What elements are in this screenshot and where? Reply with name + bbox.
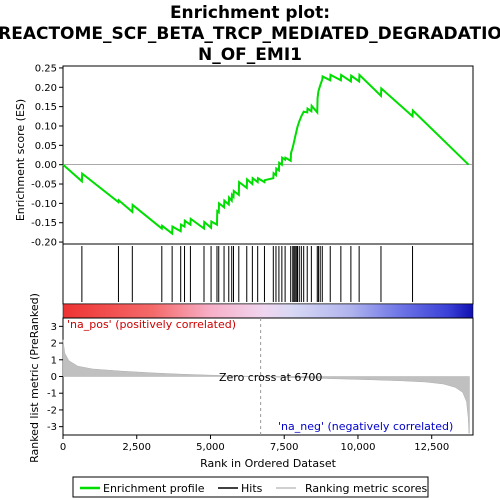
es-panel-frame <box>62 65 474 245</box>
es-y-tick-label: -0.10 <box>31 199 57 210</box>
ranking-metric-area <box>62 339 470 434</box>
x-tick-label: 5,000 <box>196 442 225 453</box>
es-y-tick-label: -0.15 <box>31 218 57 229</box>
legend-metric-label: Ranking metric scores <box>305 482 427 495</box>
es-y-tick-label: 0.00 <box>35 160 57 171</box>
hits-panel-frame <box>62 243 474 305</box>
x-tick-label: 7,500 <box>270 442 299 453</box>
rank-color-bar <box>62 303 474 319</box>
zero-cross-label: Zero cross at 6700 <box>219 371 322 384</box>
enrichment-profile-line <box>62 72 470 236</box>
chart-title-line3: N_OF_EMI1 <box>198 45 302 65</box>
es-y-tick-label: -0.05 <box>31 180 57 191</box>
x-axis-label: Rank in Ordered Dataset <box>200 457 337 470</box>
es-y-ticks: -0.20 -0.15 -0.10 -0.05 0.00 0.05 0.10 0.15 0.20… <box>31 63 63 249</box>
es-y-tick-label: 0.05 <box>35 141 57 152</box>
chart-title-line1: Enrichment plot: <box>170 3 330 23</box>
x-tick-label: 0 <box>60 442 66 453</box>
es-panel: -0.20 -0.15 -0.10 -0.05 0.00 0.05 0.10 0.15 0.20… <box>31 63 474 249</box>
metric-y-tick-label: 3 <box>51 322 57 333</box>
chart-title-line2: REACTOME_SCF_BETA_TRCP_MEDIATED_DEGRADAT… <box>0 24 500 44</box>
es-y-tick-label: 0.10 <box>35 121 57 132</box>
es-y-tick-label: 0.15 <box>35 102 57 113</box>
es-y-tick-label: 0.20 <box>35 83 57 94</box>
x-ticks: 0 2,500 5,000 7,500 10,000 12,500 <box>60 435 449 453</box>
x-tick-label: 12,500 <box>414 442 449 453</box>
metric-y-axis-label: Ranked list metric (PreRanked) <box>28 293 41 463</box>
es-y-tick-label: 0.25 <box>35 63 57 74</box>
neg-correlated-label: 'na_neg' (negatively correlated) <box>278 420 453 433</box>
legend-es-label: Enrichment profile <box>103 482 205 495</box>
chart-legend: Enrichment profile Hits Ranking metric s… <box>72 476 429 498</box>
metric-y-tick-label: 0 <box>51 372 57 383</box>
legend-hits-label: Hits <box>241 482 263 495</box>
pos-correlated-label: 'na_pos' (positively correlated) <box>67 318 236 331</box>
x-tick-label: 10,000 <box>340 442 375 453</box>
hit-lines <box>81 246 414 302</box>
legend-frame <box>72 476 429 498</box>
x-tick-label: 2,500 <box>122 442 151 453</box>
metric-y-tick-label: 1 <box>51 355 57 366</box>
es-y-axis-label: Enrichment score (ES) <box>14 99 27 221</box>
metric-y-tick-label: -2 <box>47 405 57 416</box>
es-y-tick-label: -0.20 <box>31 238 57 249</box>
metric-y-tick-label: 2 <box>51 339 57 350</box>
metric-y-tick-label: -1 <box>47 389 57 400</box>
metric-panel: -3 -2 -1 0 1 2 3 'na_pos' (positively correlat… <box>47 317 474 436</box>
hits-panel <box>62 243 474 305</box>
metric-y-ticks: -3 -2 -1 0 1 2 3 <box>47 322 63 433</box>
metric-y-tick-label: -3 <box>47 422 57 433</box>
